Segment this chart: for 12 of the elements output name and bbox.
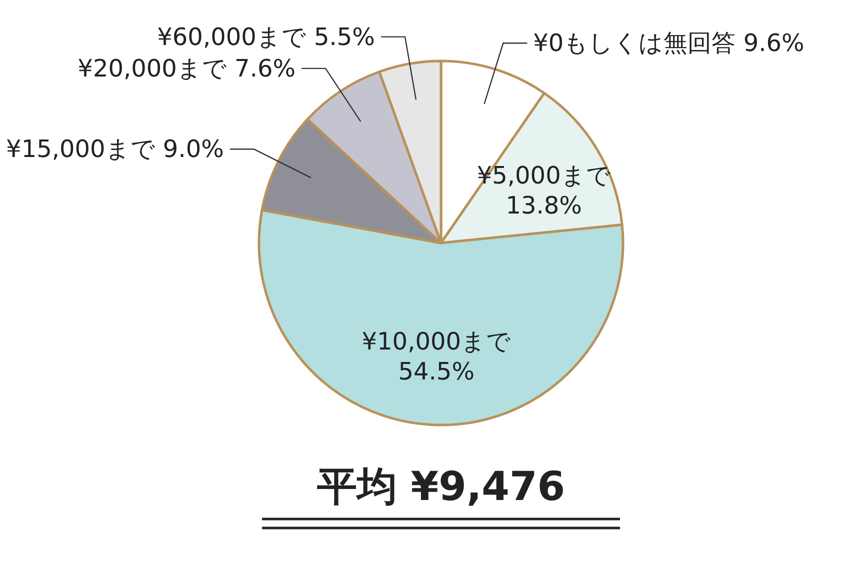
data-label: 5.5% bbox=[314, 22, 376, 51]
data-label: 9.0% bbox=[162, 135, 224, 164]
text: 平均 ¥9,476 bbox=[316, 464, 566, 510]
slice-label: ¥10,000まで bbox=[362, 328, 512, 356]
data-label: 13.8% bbox=[506, 191, 582, 220]
slice-label: ¥20,000まで bbox=[78, 54, 235, 82]
slice-label: ¥60,000まで bbox=[157, 22, 314, 51]
data-label: 54.5% bbox=[398, 358, 475, 386]
slice-label: ¥15,000まで bbox=[6, 135, 163, 164]
data-label: 7.6% bbox=[234, 54, 296, 82]
slice-label: ¥0もしくは無回答 bbox=[533, 29, 744, 58]
data-label: 9.6% bbox=[743, 29, 804, 58]
